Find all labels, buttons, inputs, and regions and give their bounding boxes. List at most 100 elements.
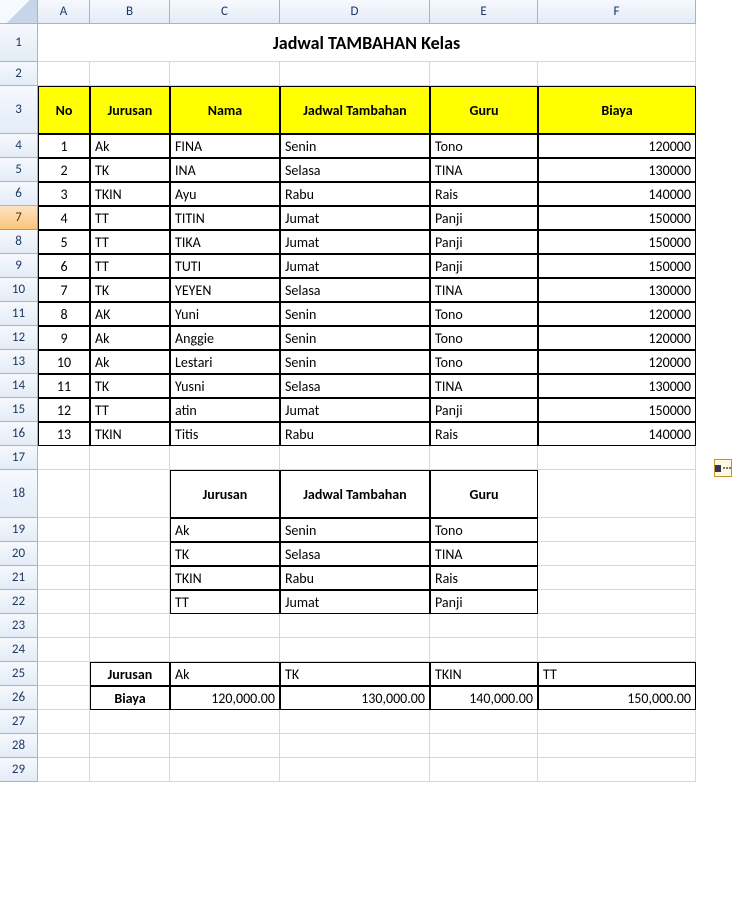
table-cell[interactable]: Jumat [280, 230, 430, 254]
row-header-13[interactable]: 13 [0, 350, 38, 374]
row-header-1[interactable]: 1 [0, 24, 38, 62]
lookup-cell[interactable]: Senin [280, 518, 430, 542]
table-cell[interactable]: 120000 [538, 302, 696, 326]
lookup-th-jadwal[interactable]: Jadwal Tambahan [280, 470, 430, 518]
cell[interactable] [38, 62, 90, 86]
cell[interactable] [538, 590, 696, 614]
row-header-4[interactable]: 4 [0, 134, 38, 158]
th-nama[interactable]: Nama [170, 86, 280, 134]
lookup-cell[interactable]: Rabu [280, 566, 430, 590]
table-cell[interactable]: TK [90, 374, 170, 398]
table-cell[interactable]: Senin [280, 350, 430, 374]
table-cell[interactable]: TK [90, 158, 170, 182]
th-guru[interactable]: Guru [430, 86, 538, 134]
table-cell[interactable]: AK [90, 302, 170, 326]
cell[interactable] [90, 710, 170, 734]
row-header-2[interactable]: 2 [0, 62, 38, 86]
table-cell[interactable]: 120000 [538, 350, 696, 374]
cell[interactable] [280, 614, 430, 638]
table-cell[interactable]: Panji [430, 230, 538, 254]
table-cell[interactable]: 8 [38, 302, 90, 326]
cell[interactable] [538, 614, 696, 638]
table-cell[interactable]: Tono [430, 326, 538, 350]
cell[interactable] [538, 62, 696, 86]
summary-label-jurusan[interactable]: Jurusan [90, 662, 170, 686]
cell[interactable] [38, 662, 90, 686]
th-jadwal[interactable]: Jadwal Tambahan [280, 86, 430, 134]
cell[interactable] [38, 758, 90, 782]
row-header-29[interactable]: 29 [0, 758, 38, 782]
lookup-cell[interactable]: Rais [430, 566, 538, 590]
row-header-8[interactable]: 8 [0, 230, 38, 254]
row-header-5[interactable]: 5 [0, 158, 38, 182]
cell[interactable] [38, 566, 90, 590]
lookup-cell[interactable]: TT [170, 590, 280, 614]
cell[interactable] [538, 758, 696, 782]
table-cell[interactable]: Selasa [280, 158, 430, 182]
table-cell[interactable]: Panji [430, 254, 538, 278]
lookup-th-guru[interactable]: Guru [430, 470, 538, 518]
row-header-28[interactable]: 28 [0, 734, 38, 758]
table-cell[interactable]: Anggie [170, 326, 280, 350]
cell[interactable] [170, 446, 280, 470]
cell[interactable] [280, 638, 430, 662]
summary-cell[interactable]: TT [538, 662, 696, 686]
table-cell[interactable]: YEYEN [170, 278, 280, 302]
cell[interactable] [170, 614, 280, 638]
table-cell[interactable]: Senin [280, 302, 430, 326]
summary-cell[interactable]: TKIN [430, 662, 538, 686]
col-header-A[interactable]: A [38, 0, 90, 24]
table-cell[interactable]: Senin [280, 134, 430, 158]
cell[interactable] [280, 62, 430, 86]
table-cell[interactable]: Ak [90, 350, 170, 374]
row-header-20[interactable]: 20 [0, 542, 38, 566]
table-cell[interactable]: 150000 [538, 206, 696, 230]
table-cell[interactable]: Rabu [280, 182, 430, 206]
table-cell[interactable]: TINA [430, 158, 538, 182]
row-header-23[interactable]: 23 [0, 614, 38, 638]
table-cell[interactable]: TT [90, 254, 170, 278]
row-header-16[interactable]: 16 [0, 422, 38, 446]
row-header-22[interactable]: 22 [0, 590, 38, 614]
row-header-18[interactable]: 18 [0, 470, 38, 518]
row-header-14[interactable]: 14 [0, 374, 38, 398]
cell[interactable] [430, 614, 538, 638]
summary-cell[interactable]: 140,000.00 [430, 686, 538, 710]
table-cell[interactable]: Titis [170, 422, 280, 446]
table-cell[interactable]: Jumat [280, 206, 430, 230]
summary-cell[interactable]: TK [280, 662, 430, 686]
cell[interactable] [280, 734, 430, 758]
cell[interactable] [280, 758, 430, 782]
row-header-27[interactable]: 27 [0, 710, 38, 734]
table-cell[interactable]: 150000 [538, 230, 696, 254]
summary-label-biaya[interactable]: Biaya [90, 686, 170, 710]
cell[interactable] [538, 470, 696, 518]
table-cell[interactable]: Yusni [170, 374, 280, 398]
th-jurusan[interactable]: Jurusan [90, 86, 170, 134]
cell[interactable] [430, 758, 538, 782]
table-cell[interactable]: Panji [430, 206, 538, 230]
table-cell[interactable]: 11 [38, 374, 90, 398]
table-cell[interactable]: Rais [430, 182, 538, 206]
select-all-corner[interactable] [0, 0, 38, 24]
table-cell[interactable]: 150000 [538, 254, 696, 278]
table-cell[interactable]: 120000 [538, 326, 696, 350]
table-cell[interactable]: 1 [38, 134, 90, 158]
table-cell[interactable]: TITIN [170, 206, 280, 230]
table-cell[interactable]: Selasa [280, 374, 430, 398]
table-cell[interactable]: Senin [280, 326, 430, 350]
cell[interactable] [430, 638, 538, 662]
autofill-options-icon[interactable] [714, 459, 732, 477]
row-header-25[interactable]: 25 [0, 662, 38, 686]
row-header-24[interactable]: 24 [0, 638, 38, 662]
table-cell[interactable]: TT [90, 398, 170, 422]
cell[interactable] [538, 518, 696, 542]
cell[interactable] [538, 734, 696, 758]
cell[interactable] [90, 518, 170, 542]
row-header-21[interactable]: 21 [0, 566, 38, 590]
cell[interactable] [538, 638, 696, 662]
table-cell[interactable]: 4 [38, 206, 90, 230]
cell[interactable] [38, 542, 90, 566]
lookup-cell[interactable]: Jumat [280, 590, 430, 614]
cell[interactable] [38, 614, 90, 638]
